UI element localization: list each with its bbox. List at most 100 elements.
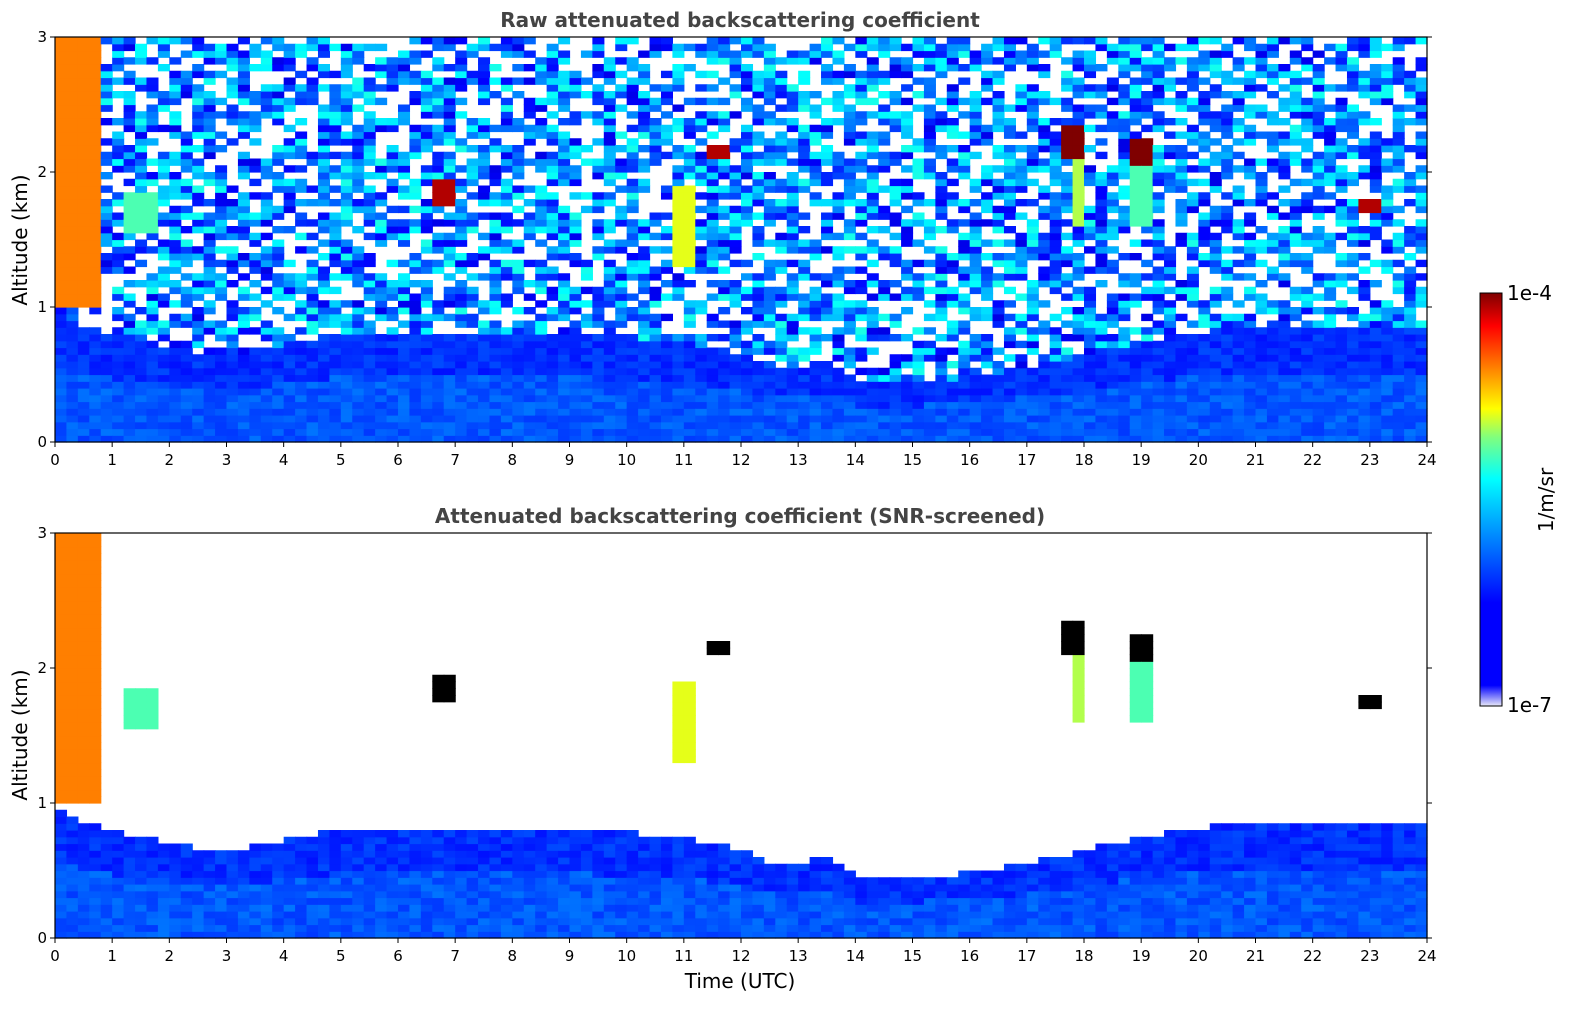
heatmap-cell <box>1244 361 1257 369</box>
heatmap-cell <box>1061 253 1074 261</box>
heatmap-cell <box>786 334 799 342</box>
heatmap-cell <box>1209 172 1222 180</box>
heatmap-cell <box>260 273 273 281</box>
heatmap-cell <box>798 428 811 436</box>
heatmap-cell <box>180 374 193 382</box>
heatmap-cell <box>672 246 685 254</box>
heatmap-cell <box>77 131 90 139</box>
heatmap-cell <box>215 415 228 423</box>
heatmap-cell <box>1026 381 1039 389</box>
heatmap-cell <box>386 327 399 335</box>
heatmap-cell <box>55 327 68 335</box>
heatmap-cell <box>500 401 513 409</box>
heatmap-cell <box>821 199 834 207</box>
heatmap-cell <box>306 415 319 423</box>
heatmap-cell <box>420 388 433 396</box>
heatmap-cell <box>786 401 799 409</box>
heatmap-cell <box>363 401 376 409</box>
heatmap-cell <box>89 435 102 443</box>
heatmap-cell <box>1312 354 1325 362</box>
heatmap-cell <box>741 394 754 403</box>
heatmap-cell <box>546 388 559 396</box>
heatmap-cell <box>363 131 376 139</box>
heatmap-cell <box>1221 145 1234 153</box>
heatmap-cell <box>77 421 90 430</box>
heatmap-cell <box>809 340 822 349</box>
heatmap-cell <box>1026 401 1039 409</box>
heatmap-cell <box>706 205 719 214</box>
heatmap-cell <box>992 219 1005 227</box>
heatmap-cell <box>992 37 1005 45</box>
heatmap-cell <box>706 367 719 376</box>
heatmap-cell <box>1244 374 1257 382</box>
heatmap-cell <box>409 394 422 403</box>
heatmap-cell <box>1152 232 1165 241</box>
heatmap-cell <box>146 435 159 443</box>
heatmap-cell <box>901 118 914 126</box>
heatmap-cell <box>603 293 616 301</box>
heatmap-cell <box>192 327 205 335</box>
heatmap-cell <box>420 280 433 288</box>
heatmap-cell <box>112 37 125 45</box>
heatmap-cell <box>866 131 879 139</box>
heatmap-cell <box>306 293 319 301</box>
heatmap-cell <box>1106 246 1119 254</box>
heatmap-cell <box>77 91 90 99</box>
heatmap-cell <box>55 131 68 139</box>
heatmap-cell <box>443 165 456 173</box>
heatmap-cell <box>237 205 250 214</box>
heatmap-cell <box>1141 97 1154 106</box>
heatmap-cell <box>340 327 353 335</box>
heatmap-cell <box>1312 212 1325 220</box>
heatmap-cell <box>1312 205 1325 214</box>
heatmap-cell <box>1255 239 1268 247</box>
heatmap-cell <box>398 118 411 126</box>
heatmap-cell <box>649 84 662 92</box>
heatmap-cell <box>878 246 891 254</box>
heatmap-cell <box>203 199 216 207</box>
heatmap-cell <box>752 313 765 322</box>
heatmap-cell <box>1209 266 1222 274</box>
heatmap-cell <box>306 57 319 65</box>
heatmap-cell <box>1129 84 1142 92</box>
heatmap-cell <box>935 118 948 126</box>
heatmap-cell <box>512 320 525 328</box>
heatmap-cell <box>443 151 456 160</box>
heatmap-cell <box>1026 178 1039 187</box>
heatmap-cell <box>992 273 1005 281</box>
heatmap-cell <box>226 185 239 193</box>
heatmap-cell <box>912 199 925 207</box>
heatmap-cell <box>329 381 342 389</box>
heatmap-cell <box>500 178 513 187</box>
heatmap-cell <box>409 381 422 389</box>
heatmap-cell <box>775 118 788 126</box>
heatmap-cell <box>1312 388 1325 396</box>
heatmap-cell <box>66 50 79 58</box>
heatmap-cell <box>935 124 948 133</box>
heatmap-cell <box>1301 37 1314 45</box>
heatmap-cell <box>1164 334 1177 342</box>
heatmap-cell <box>946 158 959 166</box>
heatmap-cell <box>809 138 822 146</box>
heatmap-cell <box>752 374 765 382</box>
heatmap-cell <box>763 381 776 389</box>
heatmap-cell <box>901 374 914 382</box>
heatmap-cell <box>580 50 593 58</box>
heatmap-cell <box>935 347 948 355</box>
heatmap-cell <box>706 253 719 261</box>
heatmap-cell <box>569 381 582 389</box>
heatmap-cell <box>706 37 719 45</box>
heatmap-cell <box>649 381 662 389</box>
heatmap-cell <box>695 334 708 342</box>
heatmap-cell <box>1255 307 1268 315</box>
heatmap-cell <box>317 84 330 92</box>
heatmap-cell <box>192 435 205 443</box>
heatmap-cell <box>340 205 353 214</box>
heatmap-cell <box>855 131 868 139</box>
heatmap-cell <box>466 273 479 281</box>
heatmap-cell <box>66 435 79 443</box>
heatmap-cell <box>1106 226 1119 234</box>
heatmap-cell <box>123 354 136 362</box>
heatmap-cell <box>546 253 559 261</box>
heatmap-cell <box>1164 77 1177 85</box>
